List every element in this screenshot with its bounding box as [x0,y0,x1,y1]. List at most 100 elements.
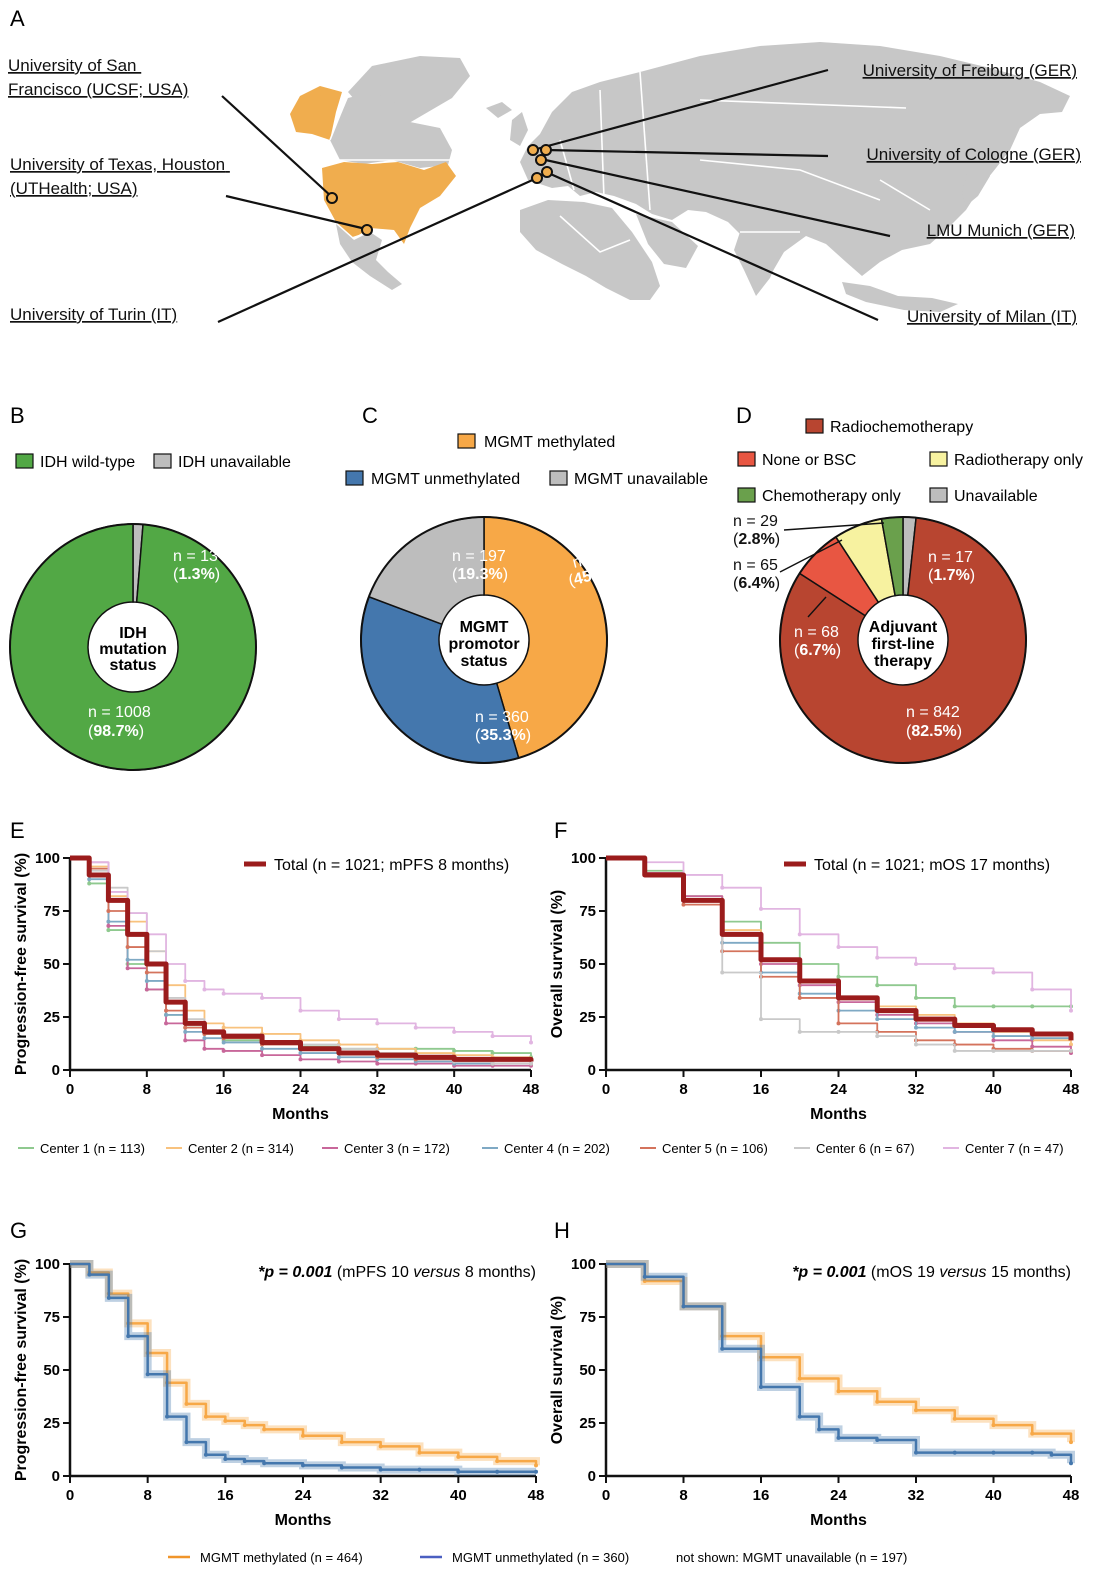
marker-ucsf [326,192,338,204]
censor-mark [1069,1440,1073,1445]
censor-mark [836,974,841,979]
censor-mark [991,1423,996,1428]
censor-mark [336,1055,341,1060]
censor-mark [991,1038,996,1043]
censor-mark [797,1376,802,1381]
censor-mark [262,1427,267,1432]
x-tick-label: 40 [985,1487,1002,1504]
chart-os-by-mgmt: 0 8 16 24 32 40 48 0 25 50 75 100 Months Overall surv… [549,1256,1079,1529]
map-mexico [336,224,402,290]
censor-mark [875,1399,880,1404]
panel-label-a: A [10,6,25,31]
x-tick-label: 16 [215,1081,232,1098]
donut-b-wt-pct: (98.7%) [88,723,144,740]
y-tick-label: 100 [35,850,60,867]
map-usa [322,162,456,244]
censor-mark [681,902,686,907]
legend-label-mgmt-meth: MGMT methylated [484,434,615,451]
chart-os-by-center: 0 8 16 24 32 40 48 0 25 50 75 100 Months Overall surv… [549,850,1079,1123]
series-line-center-7-n-47- [70,857,532,1043]
x-tick-label: 32 [908,1487,925,1504]
site-label-turin: University of Turin (IT) [10,305,177,324]
censor-mark [1030,1036,1035,1041]
censor-mark [952,1048,957,1053]
legend-total-e-label: Total (n = 1021; mPFS 8 months) [274,857,509,874]
censor-mark [797,1414,802,1419]
censor-mark [145,1372,150,1377]
censor-mark [242,1423,247,1428]
site-leader-lines [217,68,891,324]
censor-mark [1030,1044,1035,1049]
site-label-uthealth: University of Texas, Houston (UTHealth; … [10,155,230,198]
donut-d-center-2: first-line [871,636,934,653]
series-line-center-1-n-113- [70,857,532,1058]
donut-d-center-3: therapy [874,653,932,670]
censor-mark [1069,1042,1073,1047]
legend-label-mgmt-unmeth: MGMT unmethylated [371,471,520,488]
donut-mgmt [360,516,608,764]
censor-mark [797,1029,802,1034]
x-tick-label: 0 [66,1487,74,1504]
x-tick-label: 24 [830,1081,847,1098]
donut-b-center-1: IDH [119,625,147,642]
donut-d-labels: Adjuvant first-line therapy [869,619,938,670]
censor-mark [336,1059,341,1064]
legend-b: IDH wild-type IDH unavailable [15,453,291,471]
censor-mark [183,1029,188,1034]
legend-label-unavailable: Unavailable [954,488,1038,505]
censor-mark [991,970,996,975]
censor-mark [642,1278,647,1283]
legend-swatch-chemo-only [737,487,756,503]
panel-label-d: D [736,403,752,428]
x-tick-label: 24 [830,1487,847,1504]
censor-mark [221,1040,226,1045]
legend-swatch-idh-unavail [153,453,172,469]
map-africa [520,200,660,300]
marker-freiburg [527,144,539,156]
legend-swatch-radiochemo [805,418,824,434]
censor-mark [417,1467,422,1472]
series-line-center-2-n-314- [70,857,532,1060]
censor-mark [203,1414,208,1419]
censor-mark [490,1061,495,1066]
x-tick-label: 8 [143,1487,151,1504]
censor-mark [914,1408,918,1413]
legend-swatch-mgmt-unavail [549,470,568,486]
x-tick-label: 0 [66,1081,74,1098]
censor-mark [1030,1431,1035,1436]
y-tick-label: 25 [579,1415,596,1432]
series-line-total-n-1021-mpfs-8-months- [70,855,534,1062]
panel-label-b: B [10,403,25,428]
censor-mark [413,1025,418,1030]
legend-swatch-idh-wt [15,453,34,469]
chart-pfs-by-center: 0 8 16 24 32 40 48 0 25 50 75 100 Months Progression-… [13,850,539,1123]
panel-label-c: C [362,403,378,428]
donut-d-radio-pct: (6.4%) [733,575,780,592]
x-tick-label: 24 [295,1487,312,1504]
censor-mark [144,970,149,975]
censor-mark [125,966,130,971]
y-tick-label: 50 [43,1362,60,1379]
censor-mark [875,1437,880,1442]
series-line-total-n-1021-mos-17-months- [606,855,1074,1041]
censor-mark [260,1053,265,1058]
map-uk [510,112,528,146]
marker-turin [531,172,543,184]
censor-mark [914,1025,918,1030]
censor-mark [642,1274,647,1279]
legend-label-idh-wt: IDH wild-type [40,454,135,471]
x-tick-label: 8 [679,1487,687,1504]
y-tick-label: 100 [571,1256,596,1273]
y-tick-label: 25 [43,1415,60,1432]
censor-mark [914,1450,918,1455]
leader-ucsf [221,95,333,198]
y-tick-label: 75 [43,1309,60,1326]
censor-mark [759,1384,763,1389]
y-axis-label: Overall survival (%) [549,890,566,1039]
censor-mark [125,957,130,962]
x-tick-label: 40 [446,1081,463,1098]
censor-mark [836,1021,841,1026]
map-alaska [290,86,342,140]
donut-c-unmeth-n: n = 360 [475,709,529,726]
legend-center-label: Center 4 (n = 202) [504,1141,610,1156]
